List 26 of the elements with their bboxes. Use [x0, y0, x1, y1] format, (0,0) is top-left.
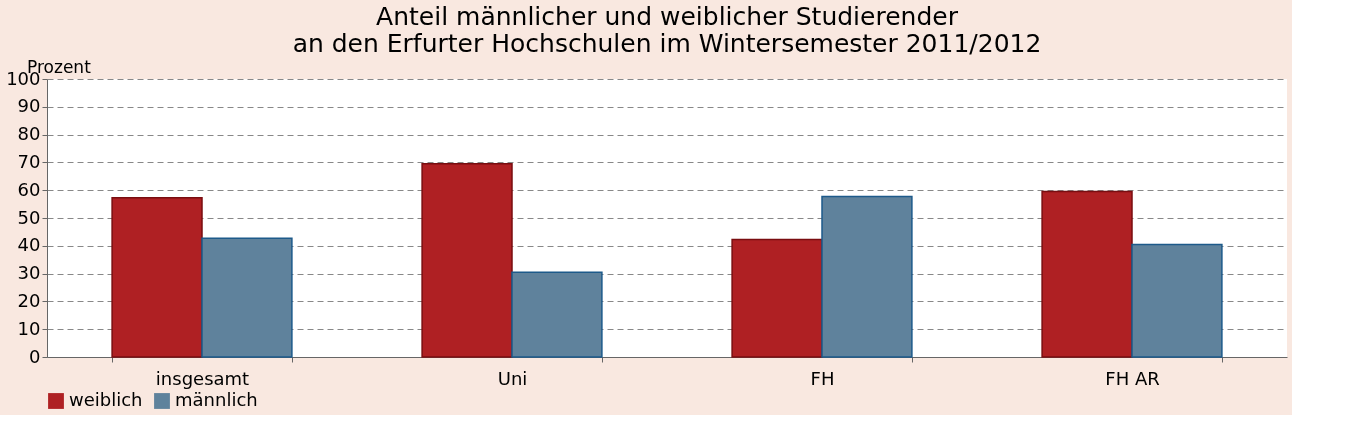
y-tick-label: 20 — [17, 289, 41, 311]
y-tick-label: 30 — [17, 262, 41, 284]
bar — [1131, 243, 1223, 358]
y-tick-label: 90 — [17, 95, 41, 117]
legend-label: weiblich — [69, 389, 143, 410]
text: an den Erfurter Hochschulen im Wintersemester 2011/2012 — [292, 29, 1042, 58]
y-tick-label: 40 — [17, 234, 41, 256]
y-tick-label: 0 — [29, 345, 41, 367]
y-tick-label: 60 — [17, 178, 41, 200]
bar — [201, 237, 293, 358]
text: Anteil männlicher und weiblicher Studierender — [376, 2, 958, 31]
x-tick-label: FH — [810, 367, 835, 389]
bar — [111, 196, 203, 358]
bar — [511, 271, 603, 358]
y-tick-label: 50 — [17, 206, 41, 228]
y-tick-label: 80 — [17, 123, 41, 145]
x-tick-label: insgesamt — [155, 367, 250, 389]
bar — [821, 195, 913, 358]
x-tick-label: FH AR — [1105, 367, 1160, 389]
bar — [1041, 190, 1133, 358]
bar — [421, 163, 513, 358]
y-tick-label: 10 — [17, 317, 41, 339]
bar — [731, 238, 823, 358]
y-tick-label: 70 — [17, 150, 41, 172]
legend-label: männlich — [175, 389, 258, 410]
x-tick-label: Uni — [497, 367, 528, 389]
